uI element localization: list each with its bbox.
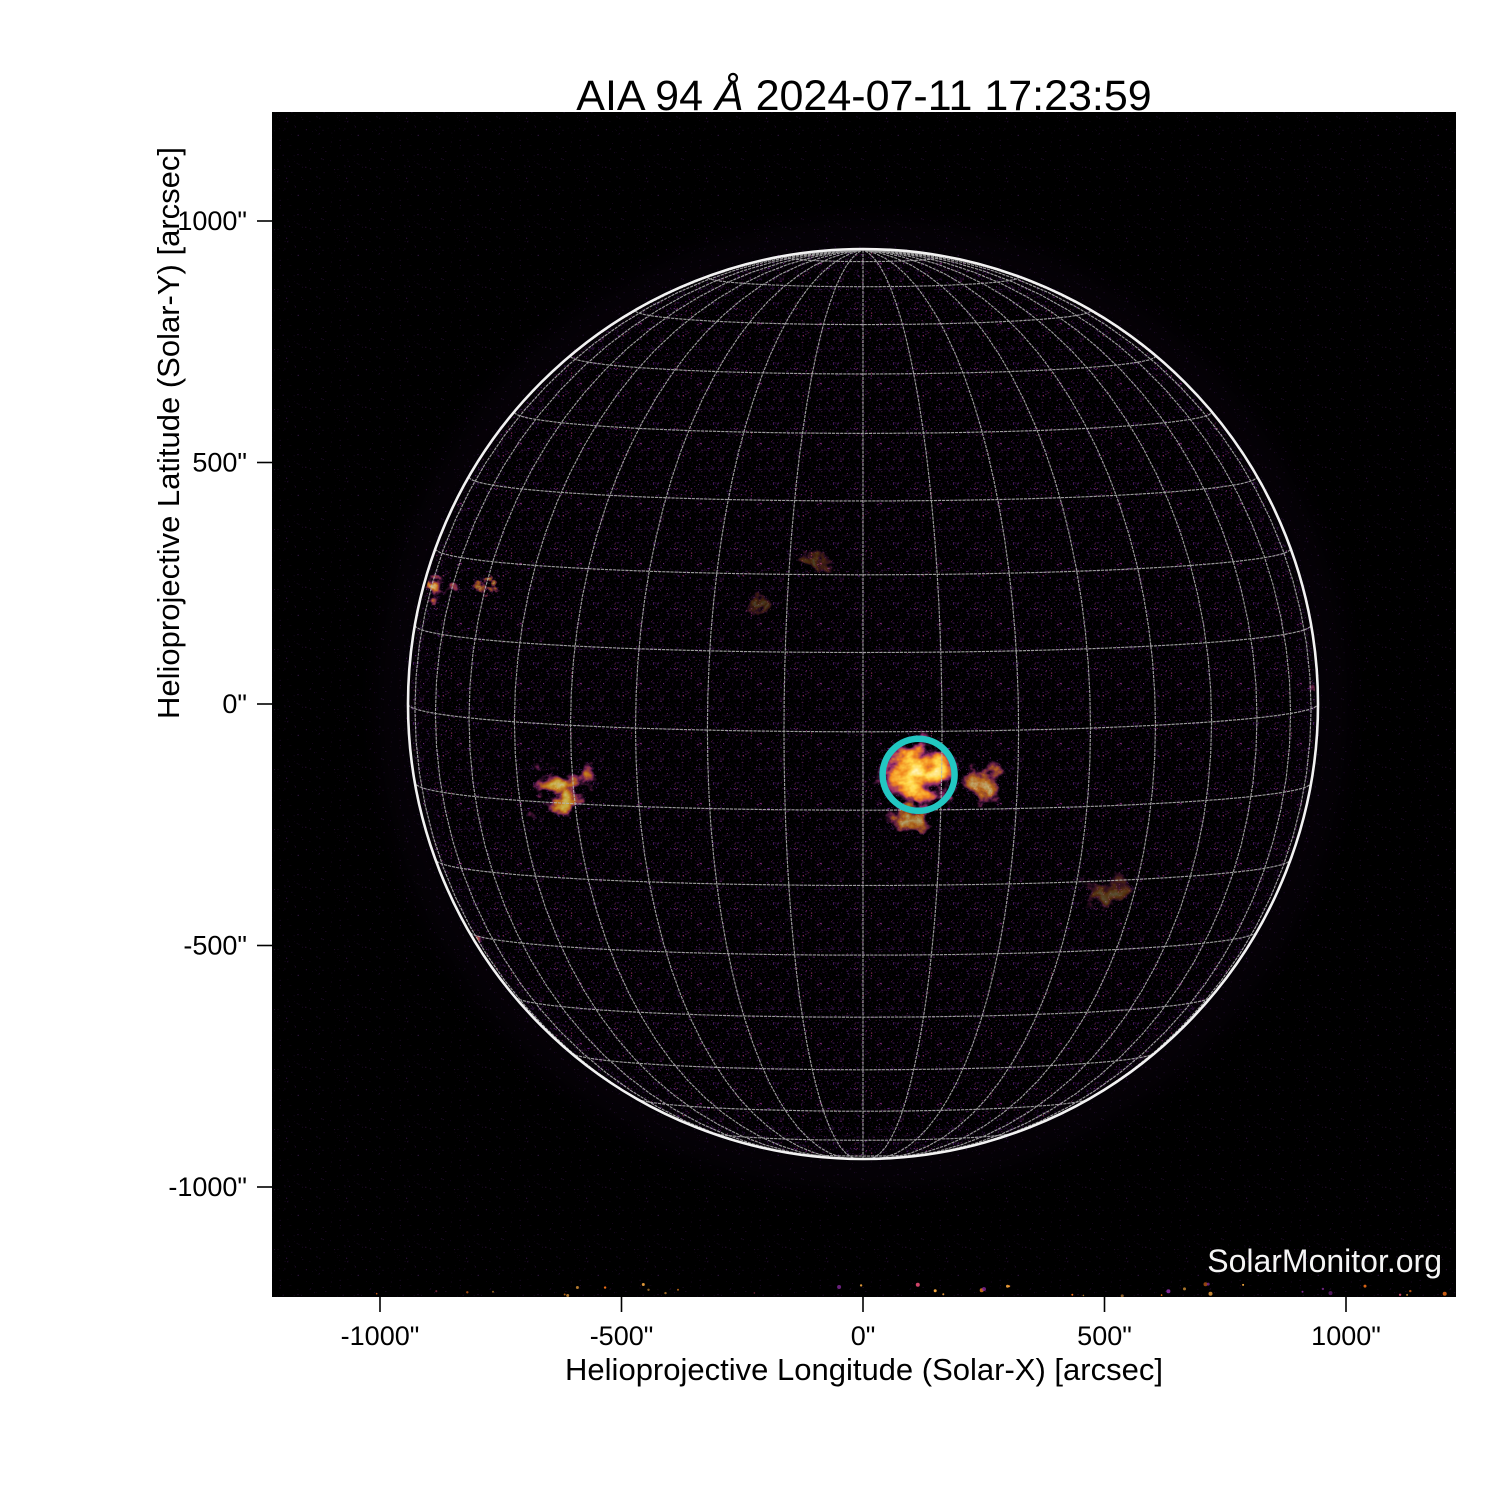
svg-text:1000": 1000" — [1311, 1321, 1381, 1351]
svg-text:1000": 1000" — [177, 206, 247, 236]
svg-text:-1000": -1000" — [168, 1172, 247, 1202]
svg-text:-500": -500" — [590, 1321, 654, 1351]
svg-text:500": 500" — [192, 448, 247, 478]
svg-text:-500": -500" — [183, 931, 247, 961]
svg-text:SolarMonitor.org: SolarMonitor.org — [1207, 1243, 1442, 1279]
svg-text:500": 500" — [1077, 1321, 1132, 1351]
svg-text:0": 0" — [851, 1321, 876, 1351]
svg-text:0": 0" — [222, 689, 247, 719]
svg-text:-1000": -1000" — [341, 1321, 420, 1351]
